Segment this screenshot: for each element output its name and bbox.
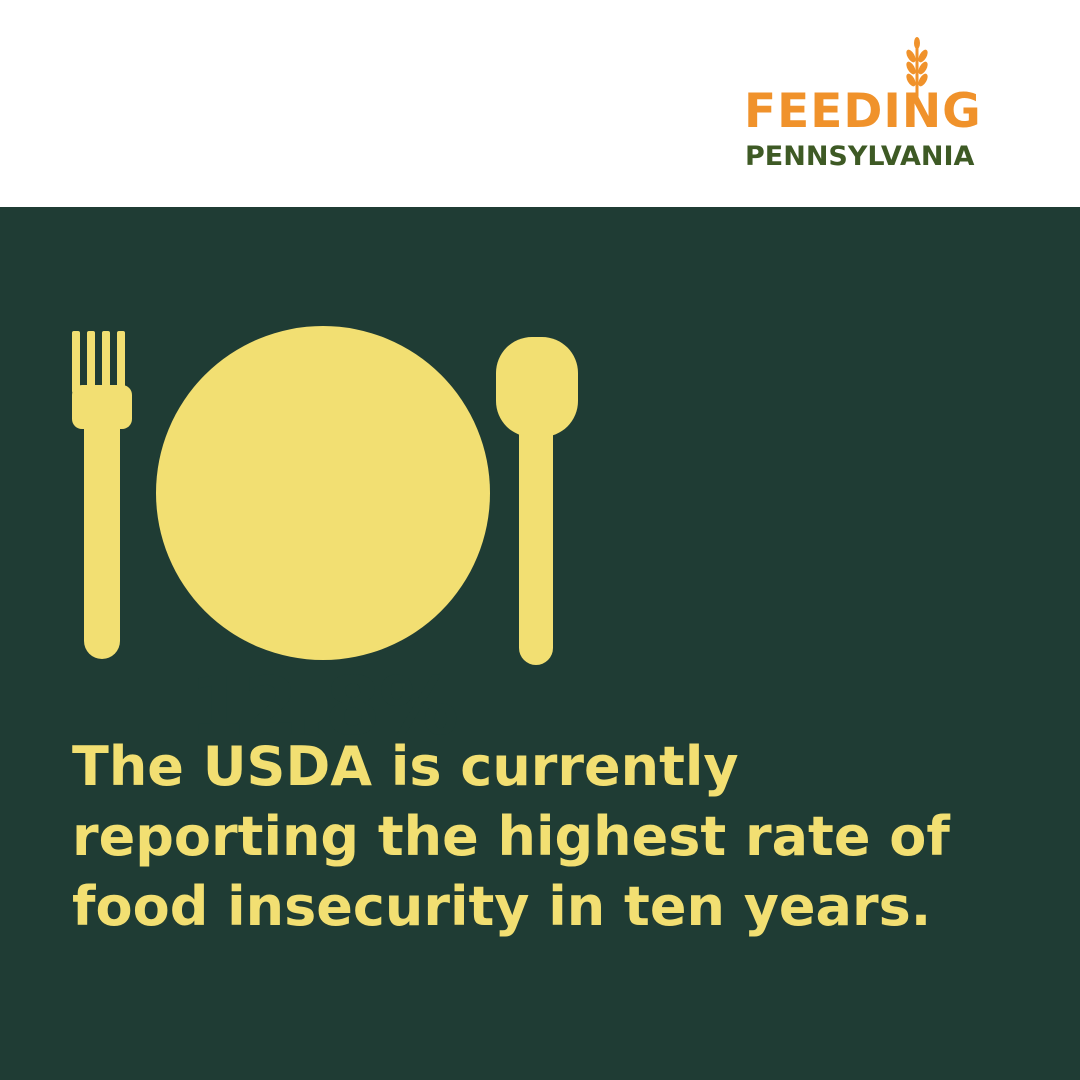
logo-wordmark-pennsylvania: PENNSYLVANIA xyxy=(745,141,975,172)
feeding-pennsylvania-logo: FEEDING PENNSYLVANIA xyxy=(740,36,1020,176)
place-setting-illustration xyxy=(72,326,578,665)
plate-icon xyxy=(156,326,490,660)
wheat-icon xyxy=(906,37,928,98)
caption: The USDA is currently reporting the high… xyxy=(72,732,1062,942)
logo-wordmark-feeding: FEEDING xyxy=(744,84,982,139)
caption-line-2: reporting the highest rate of xyxy=(72,805,950,868)
fork-icon xyxy=(72,331,132,659)
food-insecurity-statistic: 12.8% xyxy=(189,660,459,753)
spoon-icon xyxy=(496,337,578,665)
caption-line-3: food insecurity in ten years. xyxy=(72,875,932,938)
main-panel: 12.8% xyxy=(0,207,1080,1080)
caption-line-1: The USDA is currently xyxy=(72,735,739,798)
header: FEEDING PENNSYLVANIA xyxy=(0,0,1080,207)
